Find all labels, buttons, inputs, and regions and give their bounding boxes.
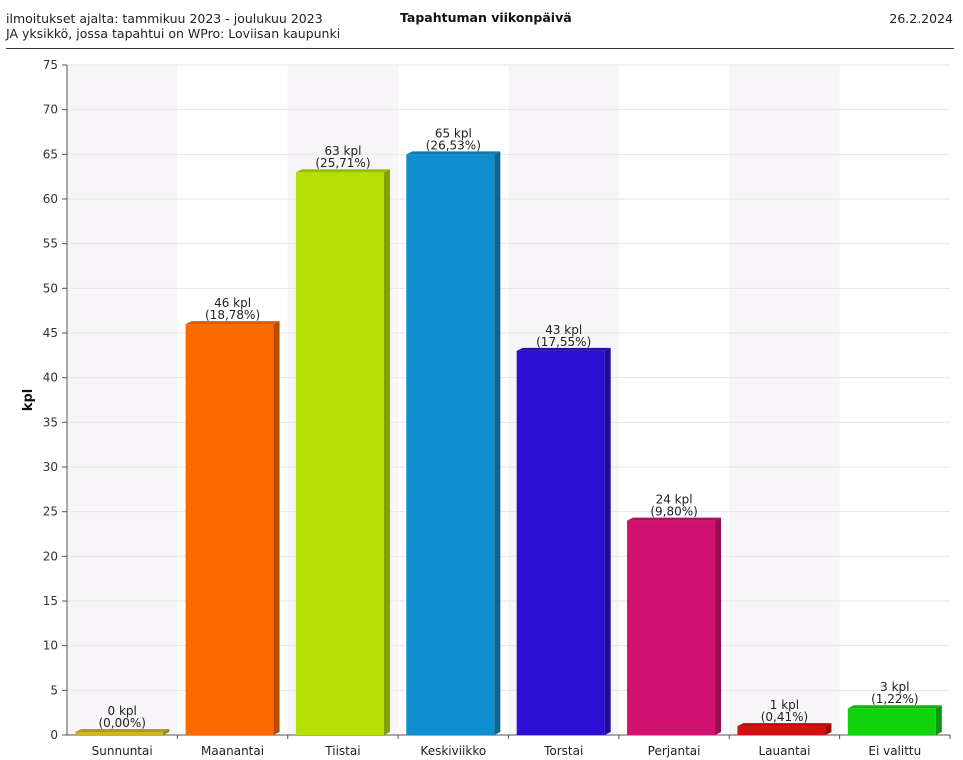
data-label-count: 65 kpl <box>435 126 472 140</box>
data-label-percent: (0,00%) <box>98 716 145 730</box>
y-tick-label: 10 <box>43 639 58 653</box>
x-tick-label: Ei valittu <box>868 744 921 758</box>
x-tick-label: Lauantai <box>758 744 810 758</box>
bar-side <box>935 705 942 735</box>
bar <box>737 726 826 735</box>
data-label-percent: (17,55%) <box>536 335 591 349</box>
y-tick-label: 20 <box>43 549 58 563</box>
y-tick-label: 0 <box>50 728 58 742</box>
report-filter-info: ilmoitukset ajalta: tammikuu 2023 - joul… <box>6 11 340 41</box>
x-tick-label: Maanantai <box>201 744 264 758</box>
bar-top <box>847 705 942 709</box>
bar <box>75 732 164 735</box>
data-label-count: 1 kpl <box>770 698 799 712</box>
bar-top <box>406 151 501 155</box>
bar-side <box>494 151 501 736</box>
y-tick-label: 60 <box>43 192 58 206</box>
bar <box>185 324 274 735</box>
chart-title: Tapahtuman viikonpäivä <box>400 10 572 25</box>
y-tick-label: 65 <box>43 147 58 161</box>
bar <box>627 520 716 735</box>
bar <box>516 350 605 735</box>
y-tick-label: 40 <box>43 371 58 385</box>
bar-top <box>627 517 722 521</box>
bar-side <box>163 729 170 735</box>
y-axis-label: kpl <box>21 389 36 411</box>
bar-side <box>604 347 611 735</box>
column-band <box>67 65 178 735</box>
bar-side <box>383 169 390 735</box>
data-label-percent: (25,71%) <box>315 156 370 170</box>
y-tick-label: 70 <box>43 103 58 117</box>
data-label-percent: (26,53%) <box>426 138 481 152</box>
report-date: 26.2.2024 <box>889 11 953 26</box>
y-tick-label: 25 <box>43 505 58 519</box>
y-tick-label: 15 <box>43 594 58 608</box>
filter-unit-text: JA yksikkö, jossa tapahtui on WPro: Lovi… <box>6 26 341 41</box>
bar-top <box>737 723 832 727</box>
data-label-count: 43 kpl <box>545 323 582 337</box>
data-label-percent: (9,80%) <box>650 505 697 519</box>
y-tick-label: 75 <box>43 58 58 72</box>
data-label-count: 24 kpl <box>656 493 693 507</box>
x-tick-label: Perjantai <box>648 744 701 758</box>
y-tick-label: 50 <box>43 281 58 295</box>
bar-top <box>185 321 280 325</box>
bar <box>847 708 936 735</box>
x-tick-label: Sunnuntai <box>92 744 153 758</box>
data-label-percent: (0,41%) <box>761 710 808 724</box>
data-label-count: 3 kpl <box>880 680 909 694</box>
data-label-count: 0 kpl <box>108 704 137 718</box>
bar-side <box>825 723 832 735</box>
bar-top <box>516 347 611 351</box>
y-tick-label: 35 <box>43 415 58 429</box>
filter-period-text: ilmoitukset ajalta: tammikuu 2023 - joul… <box>6 11 323 26</box>
y-tick-label: 30 <box>43 460 58 474</box>
y-tick-label: 5 <box>50 683 58 697</box>
x-tick-label: Tiistai <box>324 744 360 758</box>
x-tick-label: Torstai <box>543 744 583 758</box>
data-label-count: 63 kpl <box>324 144 361 158</box>
y-tick-label: 55 <box>43 237 58 251</box>
bar-side <box>273 321 280 735</box>
column-band <box>729 65 840 735</box>
data-label-count: 46 kpl <box>214 296 251 310</box>
data-label-percent: (18,78%) <box>205 308 260 322</box>
bar <box>295 172 384 735</box>
bar-top <box>295 169 390 173</box>
data-label-percent: (1,22%) <box>871 692 918 706</box>
y-tick-label: 45 <box>43 326 58 340</box>
bar-top <box>75 729 170 732</box>
header-divider <box>6 48 954 49</box>
bar <box>406 154 495 736</box>
x-tick-label: Keskiviikko <box>420 744 486 758</box>
bar-side <box>715 517 722 735</box>
